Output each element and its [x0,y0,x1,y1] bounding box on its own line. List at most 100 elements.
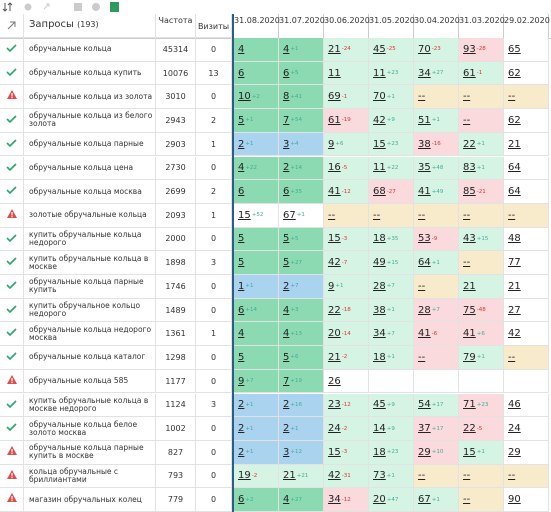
position[interactable]: 42 [328,470,341,482]
chart-icon[interactable] [92,3,100,11]
position[interactable]: 9 [328,138,335,150]
position[interactable]: 20 [328,328,341,340]
query[interactable]: обручальные кольца цена [24,156,156,181]
position[interactable]: 64 [508,186,521,198]
header-query[interactable]: Запросы (193) [24,14,156,38]
position[interactable]: 7 [283,375,290,387]
link-icon[interactable] [43,3,50,10]
position[interactable]: -- [463,470,471,482]
query[interactable]: кольца обручальные с бриллиантами [24,464,156,489]
date-header[interactable]: 30.04.2020 [414,14,460,38]
position[interactable]: 69 [328,91,341,103]
position[interactable]: 37 [418,423,431,435]
position[interactable]: -- [463,114,471,126]
position[interactable]: 21 [463,280,476,292]
query[interactable]: золотые обручальные кольца [24,203,156,228]
position[interactable]: 21 [508,280,521,292]
position[interactable]: 15 [328,233,341,245]
query[interactable]: купить обручальные кольца недорого [24,227,156,252]
query[interactable]: обручальные кольца купить [24,61,156,86]
position[interactable]: 11 [328,67,341,79]
position[interactable]: 38 [418,138,431,150]
position[interactable]: 51 [418,114,431,126]
query[interactable]: обручальные кольца москва [24,180,156,204]
query[interactable]: купить обручальное кольцо недорого [24,298,156,323]
position[interactable]: -- [373,209,381,221]
position[interactable]: 75 [463,304,476,316]
position[interactable]: 26 [328,375,341,387]
position[interactable]: 83 [463,162,476,174]
position[interactable]: 6 [238,494,245,506]
position[interactable]: 15 [463,446,476,458]
position[interactable]: 54 [418,399,431,411]
position[interactable]: 29 [418,446,431,458]
position[interactable]: 2 [283,162,290,174]
position[interactable]: -- [508,91,516,103]
position[interactable]: 48 [508,233,521,245]
query[interactable]: обручальные кольца недорого москва [24,322,156,347]
position[interactable]: 21 [328,351,341,363]
position[interactable]: 4 [238,43,245,55]
position[interactable]: 35 [418,162,431,174]
position[interactable]: 62 [508,67,521,79]
position[interactable]: 11 [373,162,386,174]
position[interactable]: 65 [508,43,521,55]
position[interactable]: 6 [283,67,290,79]
position[interactable]: 70 [373,91,386,103]
position[interactable]: 42 [373,114,386,126]
position[interactable]: 28 [418,304,431,316]
position[interactable]: 5 [283,233,290,245]
position[interactable]: 3 [283,138,290,150]
position[interactable]: 62 [508,114,521,126]
position[interactable]: 38 [373,304,386,316]
position[interactable]: 2 [283,423,290,435]
query[interactable]: обручальные кольца каталог [24,346,156,370]
position[interactable]: 41 [328,186,341,198]
query[interactable]: обручальные кольца белое золото москва [24,417,156,441]
position[interactable]: 8 [283,91,290,103]
date-header[interactable]: 31.05.2020 [369,14,415,38]
position[interactable]: 18 [373,351,386,363]
position[interactable]: 5 [238,351,245,363]
position[interactable]: -- [508,470,516,482]
date-header[interactable]: 31.03.2020 [459,14,505,38]
position[interactable]: 70 [418,43,431,55]
date-header[interactable]: 29.02.2020 [504,14,550,38]
position[interactable]: 5 [283,257,290,269]
query[interactable]: купить обручальные кольца в москве недор… [24,393,156,418]
view-icon[interactable] [24,3,32,11]
position[interactable]: -- [508,351,516,363]
date-header[interactable]: 31.08.2020 [234,14,280,38]
position[interactable]: 71 [463,399,476,411]
position[interactable]: 45 [373,399,386,411]
position[interactable]: 15 [238,209,251,221]
query[interactable]: обручальные кольца парные [24,132,156,157]
position[interactable]: 6 [283,186,290,198]
position[interactable]: -- [463,91,471,103]
position[interactable]: 7 [283,114,290,126]
query[interactable]: обручальные кольца парные купить в москв… [24,440,156,465]
position[interactable]: 18 [373,233,386,245]
position[interactable]: 14 [373,423,386,435]
query[interactable]: обручальные кольца парные купить [24,275,156,299]
position[interactable]: 45 [373,43,386,55]
position[interactable]: 64 [418,257,431,269]
position[interactable]: 4 [238,162,245,174]
position[interactable]: 1 [238,280,245,292]
position[interactable]: 2 [238,423,245,435]
position[interactable]: 41 [418,186,431,198]
position[interactable]: 53 [418,233,431,245]
position[interactable]: 22 [463,423,476,435]
position[interactable]: 5 [238,257,245,269]
position[interactable]: 64 [508,162,521,174]
position[interactable]: 42 [328,257,341,269]
position[interactable]: 3 [283,446,290,458]
header-frequency[interactable]: Частота [156,14,196,38]
position[interactable]: 34 [418,67,431,79]
position[interactable]: -- [418,280,426,292]
position[interactable]: 4 [283,304,290,316]
position[interactable]: 5 [238,114,245,126]
position[interactable]: 61 [463,67,476,79]
position[interactable]: 16 [328,162,341,174]
position[interactable]: 15 [328,446,341,458]
